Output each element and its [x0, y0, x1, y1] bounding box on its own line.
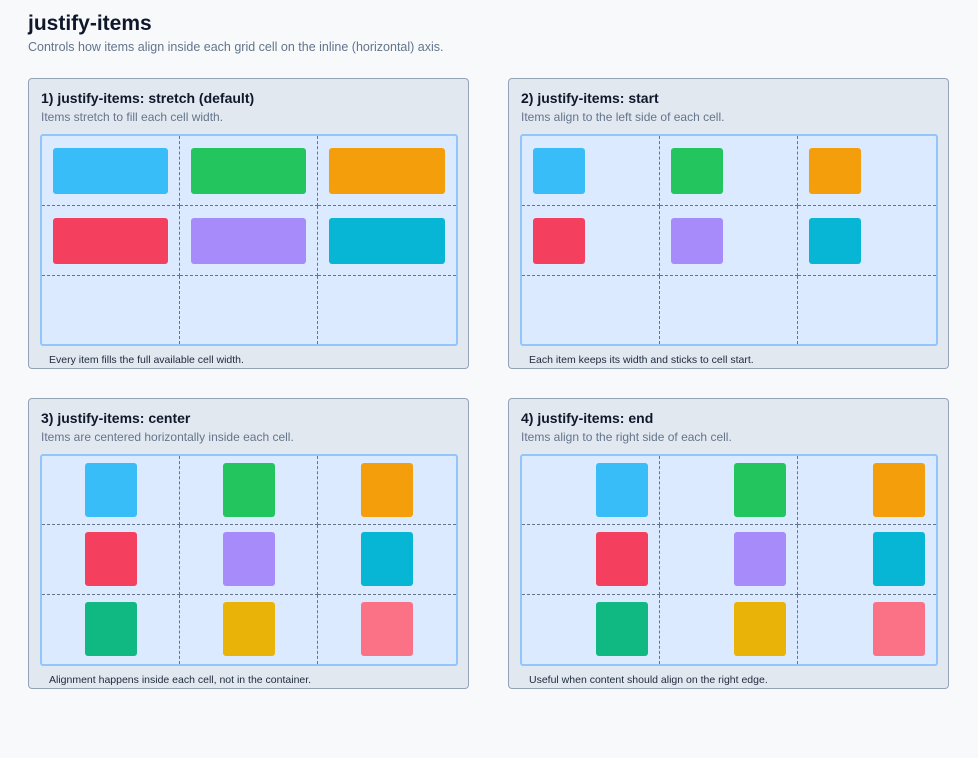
grid-cell [42, 594, 180, 664]
panel-description: Items align to the left side of each cel… [521, 110, 725, 124]
grid-item-2 [191, 147, 306, 194]
grid-item-4 [533, 217, 585, 264]
grid-cell [798, 136, 936, 206]
grid-cell [42, 525, 180, 595]
page-title: justify-items [28, 12, 152, 35]
grid-cell [318, 525, 456, 595]
grid-cell [180, 525, 318, 595]
grid-item-1 [533, 147, 585, 194]
grid-item-9 [361, 602, 413, 657]
panel-end: 4) justify-items: end Items align to the… [508, 398, 949, 689]
panel-title: 3) justify-items: center [41, 410, 191, 426]
grid-cell [660, 206, 798, 276]
grid-cell [318, 276, 456, 344]
grid-item-5 [671, 217, 723, 264]
grid-cell [318, 136, 456, 206]
grid-item-8 [222, 602, 275, 657]
panel-note: Alignment happens inside each cell, not … [49, 674, 312, 686]
grid-cell [42, 456, 180, 526]
grid-cell [798, 525, 936, 595]
grid-cell [522, 456, 660, 526]
grid-cell [798, 206, 936, 276]
grid-item-6 [809, 217, 861, 264]
grid-cell [180, 136, 318, 206]
demo-grid-stretch [40, 134, 458, 346]
grid-item-1 [53, 147, 168, 194]
grid-item-3 [329, 147, 445, 194]
grid-cell [522, 594, 660, 664]
panel-note: Each item keeps its width and sticks to … [529, 354, 754, 366]
panel-stretch: 1) justify-items: stretch (default) Item… [28, 78, 469, 369]
panel-title: 1) justify-items: stretch (default) [41, 90, 255, 106]
grid-item-2 [671, 147, 723, 194]
grid-cell [522, 136, 660, 206]
demo-grid-start [520, 134, 938, 346]
grid-item-5 [734, 532, 786, 587]
grid-cell [660, 136, 798, 206]
grid-cell [318, 595, 456, 664]
grid-cell [798, 595, 936, 664]
grid-item-4 [84, 532, 137, 587]
grid-item-8 [734, 602, 786, 657]
grid-cell [660, 594, 798, 664]
panel-title: 4) justify-items: end [521, 410, 654, 426]
grid-item-3 [873, 463, 925, 518]
page-subtitle: Controls how items align inside each gri… [28, 40, 444, 54]
grid-item-4 [53, 217, 168, 264]
grid-item-4 [596, 532, 648, 587]
grid-item-1 [596, 463, 648, 518]
panel-description: Items stretch to fill each cell width. [41, 110, 224, 124]
panel-title: 2) justify-items: start [521, 90, 659, 106]
grid-cell [180, 456, 318, 526]
grid-item-2 [734, 463, 786, 518]
grid-item-3 [809, 147, 861, 194]
grid-cell [42, 136, 180, 206]
grid-cell [522, 525, 660, 595]
demo-grid-center [40, 454, 458, 666]
grid-item-6 [873, 532, 925, 587]
grid-cell [180, 206, 318, 276]
grid-cell [660, 276, 798, 344]
grid-cell [180, 594, 318, 664]
grid-cell [522, 206, 660, 276]
grid-item-2 [222, 463, 275, 518]
grid-cell [660, 525, 798, 595]
grid-item-6 [361, 532, 413, 587]
panel-center: 3) justify-items: center Items are cente… [28, 398, 469, 689]
panel-note: Useful when content should align on the … [529, 674, 768, 686]
grid-item-7 [84, 602, 137, 657]
grid-cell [42, 276, 180, 344]
grid-cell [660, 456, 798, 526]
grid-item-3 [361, 463, 413, 518]
grid-item-9 [873, 602, 925, 657]
grid-cell [318, 206, 456, 276]
grid-item-7 [596, 602, 648, 657]
panel-description: Items align to the right side of each ce… [521, 430, 732, 444]
grid-cell [318, 456, 456, 526]
grid-item-5 [191, 217, 306, 264]
grid-cell [798, 276, 936, 344]
panel-start: 2) justify-items: start Items align to t… [508, 78, 949, 369]
grid-item-5 [222, 532, 275, 587]
grid-item-6 [329, 217, 445, 264]
panel-note: Every item fills the full available cell… [49, 354, 244, 366]
grid-cell [798, 456, 936, 526]
grid-cell [522, 276, 660, 344]
demo-grid-end [520, 454, 938, 666]
panel-description: Items are centered horizontally inside e… [41, 430, 294, 444]
grid-cell [180, 276, 318, 344]
grid-cell [42, 206, 180, 276]
grid-item-1 [84, 463, 137, 518]
